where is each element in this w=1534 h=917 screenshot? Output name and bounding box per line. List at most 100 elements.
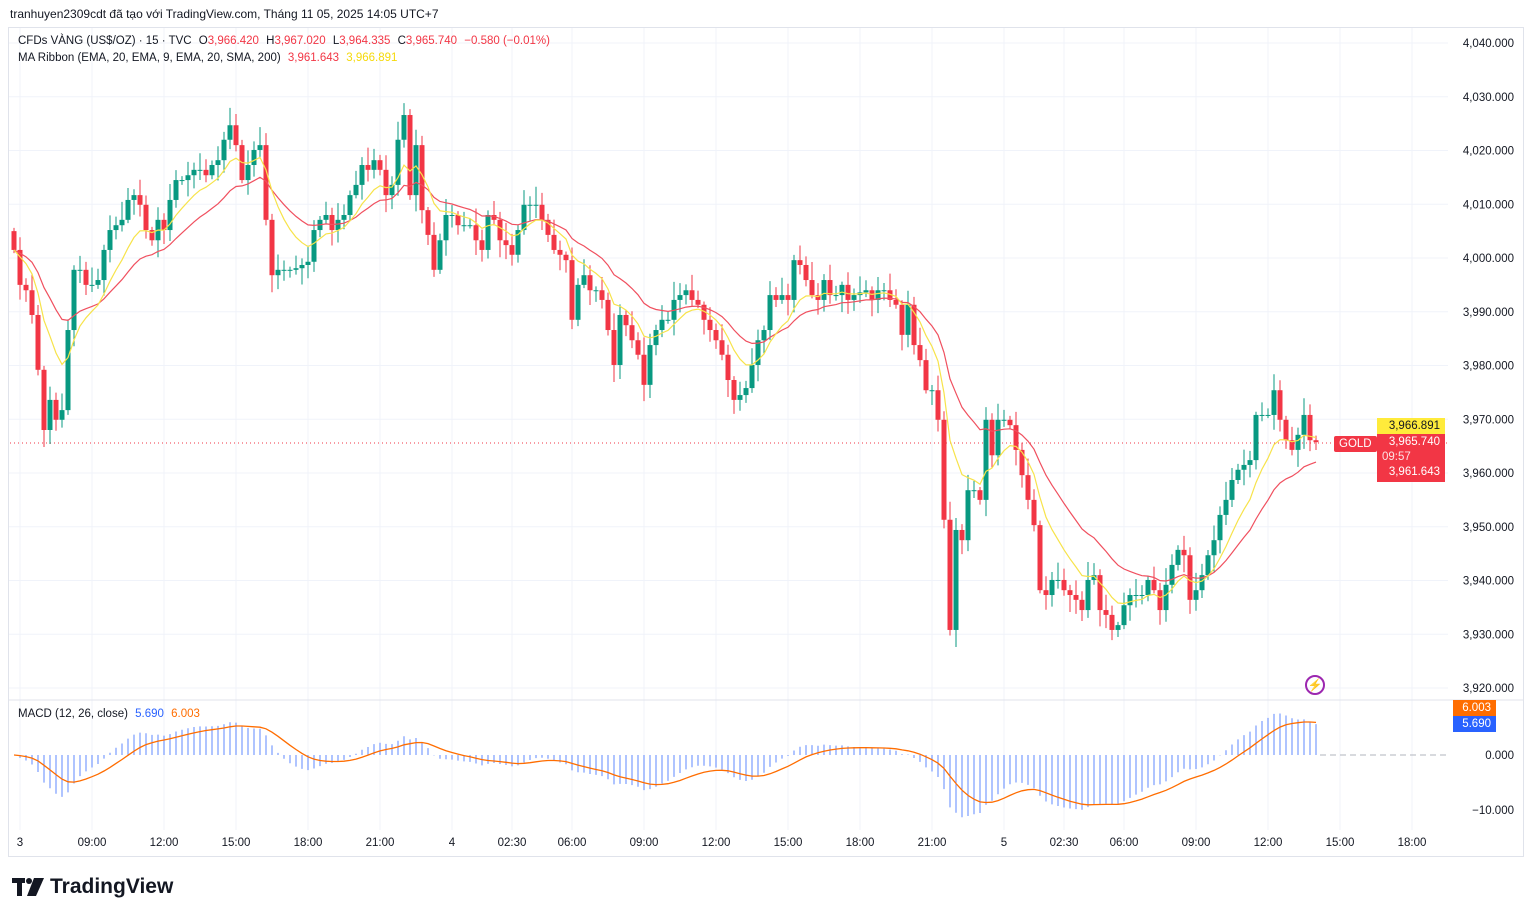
candle-body <box>1103 610 1109 615</box>
low-value: 3,964.335 <box>339 35 391 47</box>
candle-body <box>1271 390 1277 415</box>
candle-body <box>83 269 89 285</box>
close-label: C <box>397 35 406 47</box>
candle-body <box>53 399 59 420</box>
time-axis: 3 09:00 12:00 15:00 18:00 21:00 4 02:30 06:00 09:… <box>17 837 1427 849</box>
open-label: O <box>198 35 208 47</box>
candle-body <box>29 290 35 315</box>
candle-body <box>539 204 545 220</box>
candle-body <box>89 284 95 286</box>
candle-body <box>1037 525 1043 591</box>
candle-body <box>455 215 461 226</box>
candle-body <box>695 299 701 305</box>
candle-body <box>1163 584 1169 611</box>
candle-body <box>863 290 869 293</box>
ma-legend[interactable]: MA Ribbon (EMA, 20, EMA, 9, EMA, 20, SMA… <box>18 52 401 64</box>
candle-body <box>425 210 431 235</box>
candle-body <box>41 369 47 430</box>
candle-body <box>659 319 665 331</box>
candle-body <box>65 330 71 411</box>
candle-body <box>683 290 689 296</box>
chart-attribution: tranhuyen2309cdt đã tạo với TradingView.… <box>10 7 439 21</box>
candle-body <box>377 160 383 170</box>
candle-body <box>1115 625 1121 630</box>
candle-body <box>245 165 251 181</box>
candle-body <box>1109 614 1115 630</box>
candle-body <box>809 280 815 296</box>
price-tick-label: 4,030.000 <box>1463 92 1514 104</box>
candle-body <box>431 234 437 270</box>
signal-value: 6.003 <box>171 708 200 720</box>
candle-body <box>1313 440 1319 443</box>
candle-body <box>395 139 401 185</box>
candle-body <box>605 299 611 331</box>
candle-body <box>707 319 713 331</box>
price-tick-label: 4,020.000 <box>1463 146 1514 158</box>
candle-body <box>527 204 533 206</box>
candle-body <box>323 215 329 220</box>
candle-body <box>923 360 929 391</box>
time-tick-label: 15:00 <box>774 837 803 849</box>
bar-countdown: 09:57 <box>1382 451 1411 463</box>
price-tick-label: 4,010.000 <box>1463 199 1514 211</box>
candle-body <box>1061 579 1067 591</box>
candle-body <box>1199 575 1205 591</box>
tradingview-logo[interactable]: TradingView <box>12 875 173 899</box>
candle-body <box>281 269 287 271</box>
candle-body <box>653 330 659 346</box>
price-axis: 4,040.000 4,030.000 4,020.000 4,010.000 4,00… <box>1463 38 1514 695</box>
candle-body <box>215 160 221 166</box>
time-tick-label: 09:00 <box>1182 837 1211 849</box>
candle-body <box>47 399 53 430</box>
candle-body <box>443 215 449 241</box>
chart-frame <box>8 27 1524 857</box>
time-tick-label: 02:30 <box>1050 837 1079 849</box>
open-value: 3,966.420 <box>207 35 259 47</box>
candle-body <box>1211 540 1217 556</box>
candle-body <box>1181 549 1187 556</box>
time-tick-label: 15:00 <box>1326 837 1355 849</box>
candle-body <box>1055 579 1061 581</box>
candle-body <box>977 490 983 500</box>
price-tick-label: 3,930.000 <box>1463 629 1514 641</box>
candle-body <box>263 145 269 220</box>
candle-body <box>167 199 173 231</box>
candle-body <box>329 215 335 231</box>
low-label: L <box>332 35 340 47</box>
candle-body <box>665 319 671 321</box>
ema9-value: 3,966.891 <box>346 52 398 64</box>
time-tick-label: 12:00 <box>702 837 731 849</box>
candle-body <box>617 314 623 365</box>
time-tick-label: 09:00 <box>630 837 659 849</box>
macd-tick-label: −10.000 <box>1472 805 1514 817</box>
candle-body <box>23 284 29 291</box>
candle-body <box>779 295 785 300</box>
candle-body <box>947 519 953 630</box>
candle-body <box>1241 464 1247 470</box>
candle-body <box>845 284 851 300</box>
candle-body <box>485 215 491 250</box>
high-value: 3,967.020 <box>274 35 326 47</box>
candle-body <box>1133 595 1139 597</box>
price-tick-label: 4,000.000 <box>1463 253 1514 265</box>
candle-body <box>1085 579 1091 611</box>
lightning-icon[interactable]: ⚡ <box>1305 675 1325 695</box>
candle-body <box>101 249 107 281</box>
candle-body <box>359 165 365 185</box>
ma-name: MA Ribbon (EMA, 20, EMA, 9, EMA, 20, SMA… <box>18 52 281 64</box>
candle-body <box>197 169 203 171</box>
candle-body <box>203 169 209 176</box>
candle-body <box>881 290 887 292</box>
last-price-tag: 3,965.740 09:57 3,961.643 <box>1377 434 1445 482</box>
candle-body <box>551 234 557 250</box>
candle-body <box>401 115 407 140</box>
price-tick-label: 3,940.000 <box>1463 576 1514 588</box>
candle-body <box>557 249 563 255</box>
candle-body <box>179 180 185 182</box>
candle-body <box>725 354 731 381</box>
macd-legend[interactable]: MACD (12, 26, close) 5.690 6.003 <box>18 708 204 720</box>
candle-body <box>803 264 809 281</box>
candle-body <box>1019 449 1025 476</box>
time-tick-label: 18:00 <box>1398 837 1427 849</box>
